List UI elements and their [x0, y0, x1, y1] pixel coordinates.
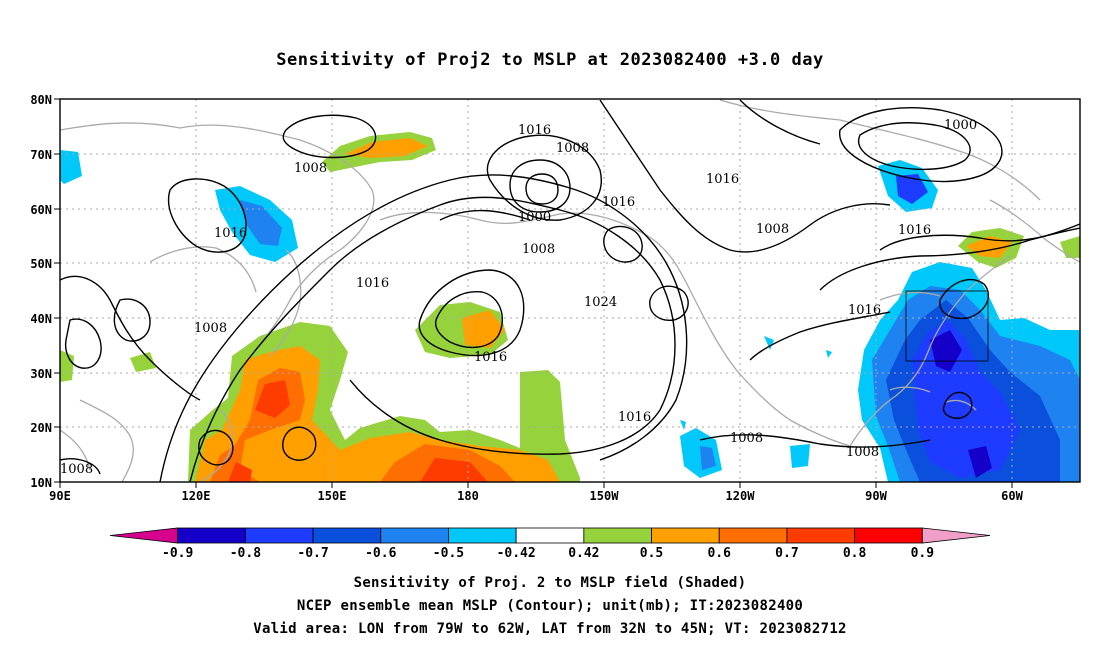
positive-sensitivity-region: [462, 310, 505, 348]
contour-label: 1000: [518, 210, 551, 225]
longitude-axis: [59, 482, 1013, 488]
negative-sensitivity-region: [680, 336, 832, 478]
contour-label: 1024: [584, 295, 617, 310]
lat-label: 20N: [30, 421, 52, 435]
caption-valid-area: Valid area: LON from 79W to 62W, LAT fro…: [253, 621, 847, 637]
colorbar-swatch: [177, 527, 246, 544]
colorbar-tick-label: -0.8: [230, 546, 261, 561]
contour-label: 1016: [618, 410, 651, 425]
lon-label: 90W: [865, 489, 887, 503]
colorbar-tick-label: -0.7: [297, 546, 328, 561]
positive-sensitivity-region: [195, 346, 560, 482]
contour-label: 1008: [556, 141, 589, 156]
lon-label: 60W: [1001, 489, 1023, 503]
colorbar-tick-label: 0.5: [640, 546, 663, 561]
contour-label: 1008: [756, 222, 789, 237]
contour-label: 1016: [214, 226, 247, 241]
colorbar-tick-label: 0.8: [843, 546, 867, 561]
lon-label: 120W: [726, 489, 756, 503]
colorbar-tick-label: 0.6: [707, 546, 731, 561]
colorbar-swatch: [854, 527, 923, 544]
negative-sensitivity-region: [240, 200, 282, 246]
contour-label: 1016: [356, 276, 389, 291]
lon-label: 150E: [318, 489, 347, 503]
latitude-axis: [54, 98, 60, 483]
contour-label: 1008: [846, 445, 879, 460]
positive-sensitivity-region: [228, 380, 488, 482]
colorbar-tick-label: -0.42: [497, 546, 536, 561]
colorbar-swatch: [312, 527, 382, 544]
colorbar-swatch: [244, 527, 314, 544]
lat-label: 10N: [30, 476, 52, 490]
colorbar-swatch: [651, 527, 720, 544]
caption-shading: Sensitivity of Proj. 2 to MSLP field (Sh…: [353, 575, 747, 591]
figure-title: Sensitivity of Proj2 to MSLP at 20230824…: [276, 50, 824, 70]
map-frame: [59, 98, 1081, 483]
lat-lon-grid: [60, 99, 1080, 482]
contour-label: 1016: [602, 195, 635, 210]
colorbar-swatch: [583, 527, 652, 544]
colorbar-tick-label: -0.5: [433, 546, 464, 561]
contour-label: 1008: [730, 431, 763, 446]
contour-labels: 1016 1008 1000 1008 1016 1016 1016 1008 …: [60, 118, 977, 477]
mslp-contours: [60, 99, 1080, 482]
negative-sensitivity-region: [930, 330, 992, 478]
colorbar-tick-label: 0.9: [911, 546, 934, 561]
lon-label: 150W: [590, 489, 620, 503]
lat-label: 70N: [30, 148, 52, 162]
valid-area-box: [905, 290, 989, 362]
lon-label: 120E: [182, 489, 211, 503]
colorbar-tick-label: 0.42: [568, 546, 599, 561]
positive-sensitivity-region: [345, 138, 428, 158]
contour-label: 1016: [848, 303, 881, 318]
negative-sensitivity-region: [896, 174, 928, 204]
contour-label: 1016: [474, 350, 507, 365]
colorbar-swatch: [718, 527, 788, 544]
contour-label: 1008: [60, 462, 93, 477]
contour-label: 1016: [518, 123, 551, 138]
colorbar-swatch: [448, 527, 517, 544]
colorbar-swatch: [786, 527, 856, 544]
colorbar-tick-label: 0.7: [775, 546, 798, 561]
caption-contour: NCEP ensemble mean MSLP (Contour); unit(…: [296, 598, 804, 614]
contour-label: 1016: [898, 223, 931, 238]
lat-label: 60N: [30, 203, 52, 217]
colorbar-tick-label: -0.6: [365, 546, 396, 561]
contour-label: 1008: [294, 161, 327, 176]
lat-label: 30N: [30, 367, 52, 381]
contour-label: 1008: [522, 242, 555, 257]
longitude-labels: 90E 120E 150E 180 150W 120W 90W 60W: [49, 489, 1023, 503]
negative-sensitivity-region: [60, 150, 938, 212]
colorbar-swatch: [380, 527, 449, 544]
lat-label: 40N: [30, 312, 52, 326]
contour-label: 1008: [194, 321, 227, 336]
lon-label: 90E: [49, 489, 71, 503]
contour-label: 1000: [944, 118, 977, 133]
lat-label: 80N: [30, 93, 52, 107]
colorbar: [109, 527, 991, 544]
colorbar-swatch: [109, 527, 179, 544]
colorbar-swatch: [515, 527, 585, 544]
contour-label: 1016: [706, 172, 739, 187]
colorbar-tick-label: -0.9: [162, 546, 193, 561]
coastlines: [60, 99, 1080, 482]
lon-label: 180: [457, 489, 479, 503]
negative-sensitivity-region: [700, 446, 716, 470]
latitude-labels: 80N 70N 60N 50N 40N 30N 20N 10N: [30, 93, 52, 490]
colorbar-labels: -0.9 -0.8 -0.7 -0.6 -0.5 -0.42 0.42 0.5 0.6 0.7 0.…: [162, 546, 934, 561]
colorbar-swatch: [921, 527, 991, 544]
lat-label: 50N: [30, 257, 52, 271]
